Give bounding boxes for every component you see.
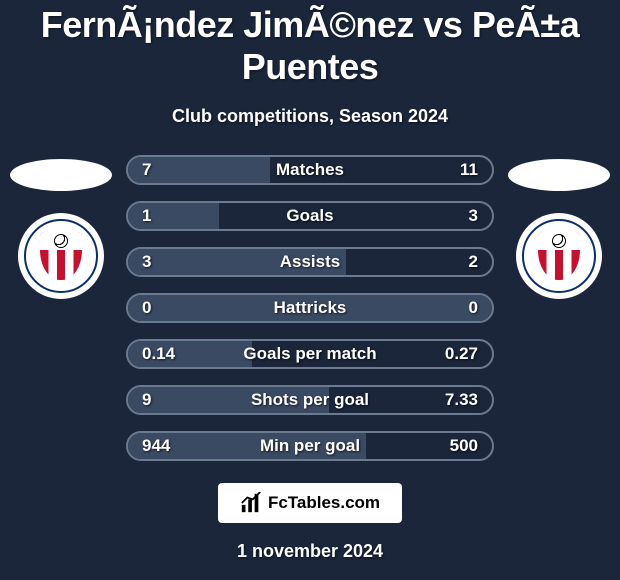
brand-badge: FcTables.com <box>218 483 402 523</box>
date-text: 1 november 2024 <box>10 541 610 562</box>
stat-value-right: 7.33 <box>445 387 478 413</box>
chart-icon <box>240 492 262 514</box>
stat-label: Hattricks <box>128 295 492 321</box>
stat-label: Shots per goal <box>128 387 492 413</box>
club-badge-right <box>516 213 602 299</box>
comparison-card: FernÃ¡ndez JimÃ©nez vs PeÃ±a Puentes Clu… <box>0 0 620 562</box>
stats-bars: 7Matches111Goals33Assists20Hattricks00.1… <box>126 155 494 461</box>
stat-bar: 7Matches11 <box>126 155 494 185</box>
stat-bar: 9Shots per goal7.33 <box>126 385 494 415</box>
stat-bar: 0.14Goals per match0.27 <box>126 339 494 369</box>
flag-icon <box>508 159 610 191</box>
stat-label: Min per goal <box>128 433 492 459</box>
player-right-column <box>508 155 610 299</box>
page-title: FernÃ¡ndez JimÃ©nez vs PeÃ±a Puentes <box>10 0 610 88</box>
stat-label: Goals <box>128 203 492 229</box>
stat-value-right: 0.27 <box>445 341 478 367</box>
player-left-column <box>10 155 112 299</box>
stat-bar: 0Hattricks0 <box>126 293 494 323</box>
stat-label: Goals per match <box>128 341 492 367</box>
brand-text: FcTables.com <box>268 493 380 513</box>
stat-value-right: 500 <box>450 433 478 459</box>
stat-label: Matches <box>128 157 492 183</box>
stat-bar: 944Min per goal500 <box>126 431 494 461</box>
stat-value-right: 3 <box>469 203 478 229</box>
stat-value-right: 0 <box>469 295 478 321</box>
stat-bar: 1Goals3 <box>126 201 494 231</box>
flag-icon <box>10 159 112 191</box>
main-row: 7Matches111Goals33Assists20Hattricks00.1… <box>10 155 610 461</box>
stat-value-right: 2 <box>469 249 478 275</box>
stat-value-right: 11 <box>460 157 478 183</box>
stat-label: Assists <box>128 249 492 275</box>
stat-bar: 3Assists2 <box>126 247 494 277</box>
subtitle: Club competitions, Season 2024 <box>10 106 610 127</box>
club-badge-left <box>18 213 104 299</box>
